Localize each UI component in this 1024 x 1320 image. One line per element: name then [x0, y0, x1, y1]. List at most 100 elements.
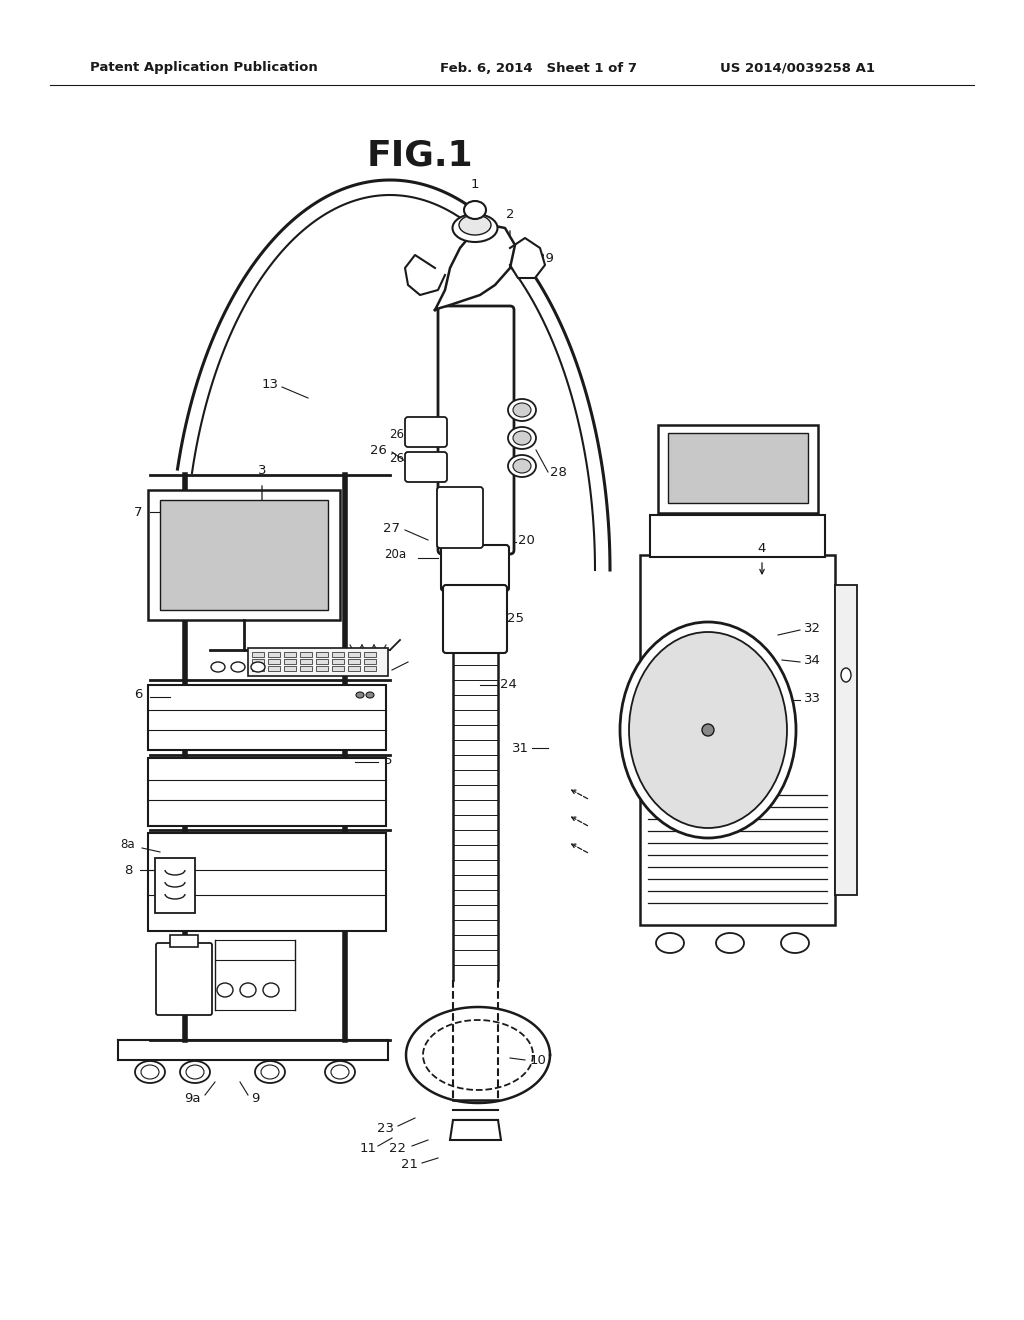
- Text: Patent Application Publication: Patent Application Publication: [90, 62, 317, 74]
- FancyBboxPatch shape: [156, 942, 212, 1015]
- Ellipse shape: [508, 399, 536, 421]
- Bar: [148, 685, 386, 750]
- Ellipse shape: [513, 403, 531, 417]
- Bar: [348, 667, 360, 671]
- Ellipse shape: [263, 983, 279, 997]
- Bar: [316, 652, 328, 657]
- Text: 11: 11: [359, 1142, 377, 1155]
- Bar: [284, 659, 296, 664]
- Text: 26: 26: [370, 444, 386, 457]
- Text: 28: 28: [550, 466, 566, 479]
- Text: 7: 7: [134, 506, 142, 519]
- Bar: [268, 667, 280, 671]
- Text: 29: 29: [537, 252, 553, 264]
- Text: 2: 2: [506, 209, 514, 222]
- Text: 9: 9: [251, 1092, 259, 1105]
- Bar: [268, 652, 280, 657]
- Bar: [364, 652, 376, 657]
- Ellipse shape: [464, 201, 486, 219]
- Text: 34: 34: [804, 653, 820, 667]
- Bar: [300, 652, 312, 657]
- Bar: [332, 652, 344, 657]
- Text: 5: 5: [384, 754, 392, 767]
- Text: 26b: 26b: [389, 451, 412, 465]
- Bar: [170, 935, 198, 946]
- Text: 1: 1: [471, 178, 479, 191]
- Text: 9a: 9a: [183, 1092, 201, 1105]
- Bar: [316, 659, 328, 664]
- Text: 12: 12: [370, 661, 386, 675]
- Ellipse shape: [702, 723, 714, 737]
- Ellipse shape: [186, 1065, 204, 1078]
- Ellipse shape: [356, 692, 364, 698]
- Ellipse shape: [841, 668, 851, 682]
- Bar: [160, 500, 328, 610]
- Ellipse shape: [240, 983, 256, 997]
- Text: 8a: 8a: [121, 838, 135, 851]
- Text: 3: 3: [258, 463, 266, 477]
- Ellipse shape: [135, 1061, 165, 1082]
- Bar: [284, 667, 296, 671]
- Ellipse shape: [251, 663, 265, 672]
- Ellipse shape: [629, 632, 787, 828]
- Bar: [252, 652, 264, 657]
- Ellipse shape: [217, 983, 233, 997]
- Text: 31: 31: [512, 742, 528, 755]
- Polygon shape: [435, 224, 515, 310]
- Ellipse shape: [656, 933, 684, 953]
- FancyBboxPatch shape: [443, 585, 507, 653]
- Bar: [332, 667, 344, 671]
- FancyBboxPatch shape: [668, 433, 808, 503]
- FancyBboxPatch shape: [406, 451, 447, 482]
- FancyBboxPatch shape: [658, 425, 818, 513]
- Text: 22: 22: [389, 1142, 407, 1155]
- Text: 23: 23: [377, 1122, 393, 1134]
- Ellipse shape: [331, 1065, 349, 1078]
- Text: FIG.1: FIG.1: [367, 139, 473, 172]
- Ellipse shape: [255, 1061, 285, 1082]
- FancyBboxPatch shape: [835, 585, 857, 895]
- Bar: [364, 667, 376, 671]
- Ellipse shape: [453, 214, 498, 242]
- Ellipse shape: [781, 933, 809, 953]
- Text: 13: 13: [261, 379, 279, 392]
- Text: 25: 25: [508, 611, 524, 624]
- FancyBboxPatch shape: [640, 554, 835, 925]
- Text: 21: 21: [401, 1159, 419, 1172]
- Ellipse shape: [180, 1061, 210, 1082]
- Bar: [268, 659, 280, 664]
- Ellipse shape: [211, 663, 225, 672]
- Text: 24: 24: [500, 678, 516, 692]
- Ellipse shape: [366, 692, 374, 698]
- Bar: [284, 652, 296, 657]
- Ellipse shape: [141, 1065, 159, 1078]
- Text: 6: 6: [134, 689, 142, 701]
- Ellipse shape: [325, 1061, 355, 1082]
- Bar: [316, 667, 328, 671]
- Text: 20: 20: [517, 533, 535, 546]
- Bar: [252, 667, 264, 671]
- Text: 32: 32: [804, 622, 820, 635]
- Bar: [148, 490, 340, 620]
- Ellipse shape: [231, 663, 245, 672]
- Bar: [348, 659, 360, 664]
- Ellipse shape: [508, 455, 536, 477]
- Text: 20a: 20a: [384, 549, 407, 561]
- Polygon shape: [510, 238, 545, 279]
- Bar: [248, 648, 388, 676]
- Bar: [364, 659, 376, 664]
- Text: Feb. 6, 2014   Sheet 1 of 7: Feb. 6, 2014 Sheet 1 of 7: [440, 62, 637, 74]
- FancyBboxPatch shape: [437, 487, 483, 548]
- Ellipse shape: [508, 426, 536, 449]
- FancyBboxPatch shape: [438, 306, 514, 554]
- FancyBboxPatch shape: [441, 545, 509, 591]
- Text: US 2014/0039258 A1: US 2014/0039258 A1: [720, 62, 874, 74]
- FancyBboxPatch shape: [406, 417, 447, 447]
- Ellipse shape: [513, 459, 531, 473]
- Bar: [148, 758, 386, 826]
- Text: 26a: 26a: [389, 429, 411, 441]
- Ellipse shape: [261, 1065, 279, 1078]
- Bar: [300, 659, 312, 664]
- Ellipse shape: [620, 622, 796, 838]
- Text: 4: 4: [758, 541, 766, 554]
